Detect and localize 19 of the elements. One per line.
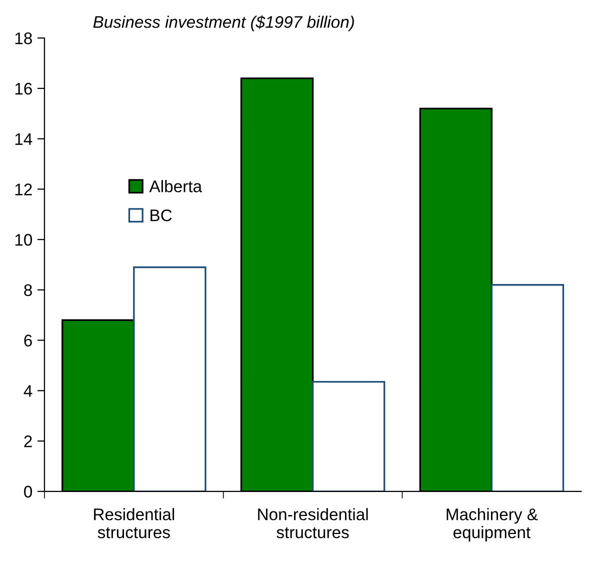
y-tick-label: 16 [15,82,32,95]
y-tick-label: 8 [24,284,32,296]
legend-label: BC [150,209,172,222]
x-tick-label: Residential structures [94,508,174,538]
bar [133,266,206,492]
y-tick-label: 6 [24,334,32,346]
x-tick-label: Non-residential structures [258,508,368,538]
y-tick-label: 4 [24,385,32,397]
y-tick-label: 12 [15,184,32,196]
y-tick-label: 2 [24,435,32,448]
y-tick-label: 0 [24,486,32,498]
bar [312,381,386,492]
x-tick-label: Machinery & equipment [446,508,538,542]
chart-title: Business investment ($1997 billion) [93,15,354,32]
bar [490,284,564,492]
y-tick-label: 18 [15,32,32,44]
y-tick-label: 10 [15,234,32,246]
y-tick-label: 14 [15,133,32,145]
legend-label: Alberta [149,180,202,192]
